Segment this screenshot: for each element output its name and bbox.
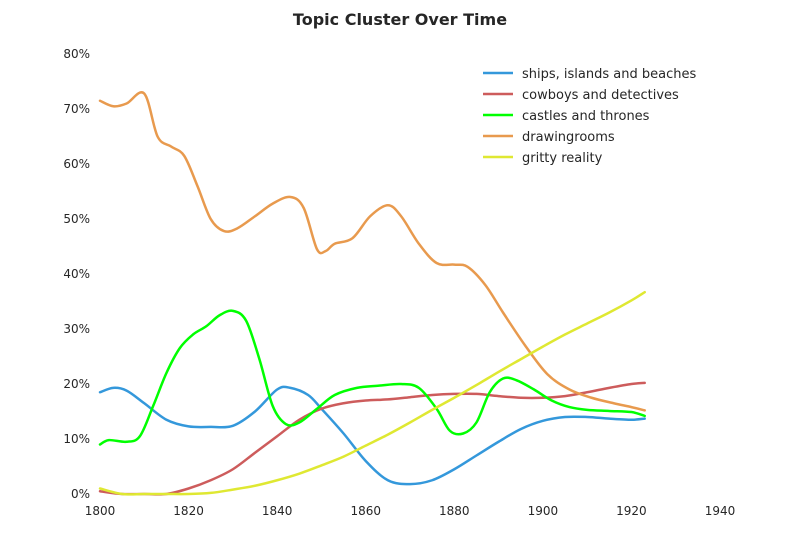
series-line-castles-and-thrones bbox=[98, 309, 646, 446]
series-line-gritty-reality bbox=[98, 290, 646, 496]
y-tick-label: 0% bbox=[71, 487, 90, 501]
x-tick-label: 1800 bbox=[85, 504, 116, 518]
y-tick-label: 20% bbox=[63, 377, 90, 391]
series-line-drawingrooms bbox=[98, 91, 646, 412]
legend-label: cowboys and detectives bbox=[522, 88, 679, 103]
y-axis: 0% 10% 20% 30% 40% 50% 60% 70% 80% bbox=[63, 47, 90, 501]
y-tick-label: 10% bbox=[63, 432, 90, 446]
x-axis: 1800 1820 1840 1860 1880 1900 1920 1940 bbox=[85, 504, 736, 518]
series-line-ships-islands-and-beaches bbox=[98, 385, 646, 486]
x-tick-label: 1820 bbox=[173, 504, 204, 518]
y-tick-label: 40% bbox=[63, 267, 90, 281]
x-tick-label: 1940 bbox=[705, 504, 736, 518]
legend-label: drawingrooms bbox=[522, 130, 615, 145]
x-tick-label: 1880 bbox=[439, 504, 470, 518]
x-tick-label: 1920 bbox=[616, 504, 647, 518]
y-tick-label: 80% bbox=[63, 47, 90, 61]
legend-item-cowboys-and-detectives: cowboys and detectives bbox=[483, 88, 679, 103]
chart-title: Topic Cluster Over Time bbox=[293, 10, 507, 29]
y-tick-label: 50% bbox=[63, 212, 90, 226]
x-tick-label: 1900 bbox=[528, 504, 559, 518]
legend-label: gritty reality bbox=[522, 151, 603, 166]
y-tick-label: 30% bbox=[63, 322, 90, 336]
legend-item-castles-and-thrones: castles and thrones bbox=[483, 109, 650, 124]
x-tick-label: 1860 bbox=[350, 504, 381, 518]
legend-item-drawingrooms: drawingrooms bbox=[483, 130, 615, 145]
legend-label: ships, islands and beaches bbox=[522, 67, 696, 82]
legend: ships, islands and beaches cowboys and de… bbox=[483, 67, 696, 166]
y-tick-label: 60% bbox=[63, 157, 90, 171]
y-tick-label: 70% bbox=[63, 102, 90, 116]
series-lines bbox=[98, 91, 646, 496]
legend-item-gritty-reality: gritty reality bbox=[483, 151, 603, 166]
legend-item-ships-islands-and-beaches: ships, islands and beaches bbox=[483, 67, 696, 82]
series-line-cowboys-and-detectives bbox=[98, 381, 646, 496]
legend-label: castles and thrones bbox=[522, 109, 650, 124]
x-tick-label: 1840 bbox=[262, 504, 293, 518]
